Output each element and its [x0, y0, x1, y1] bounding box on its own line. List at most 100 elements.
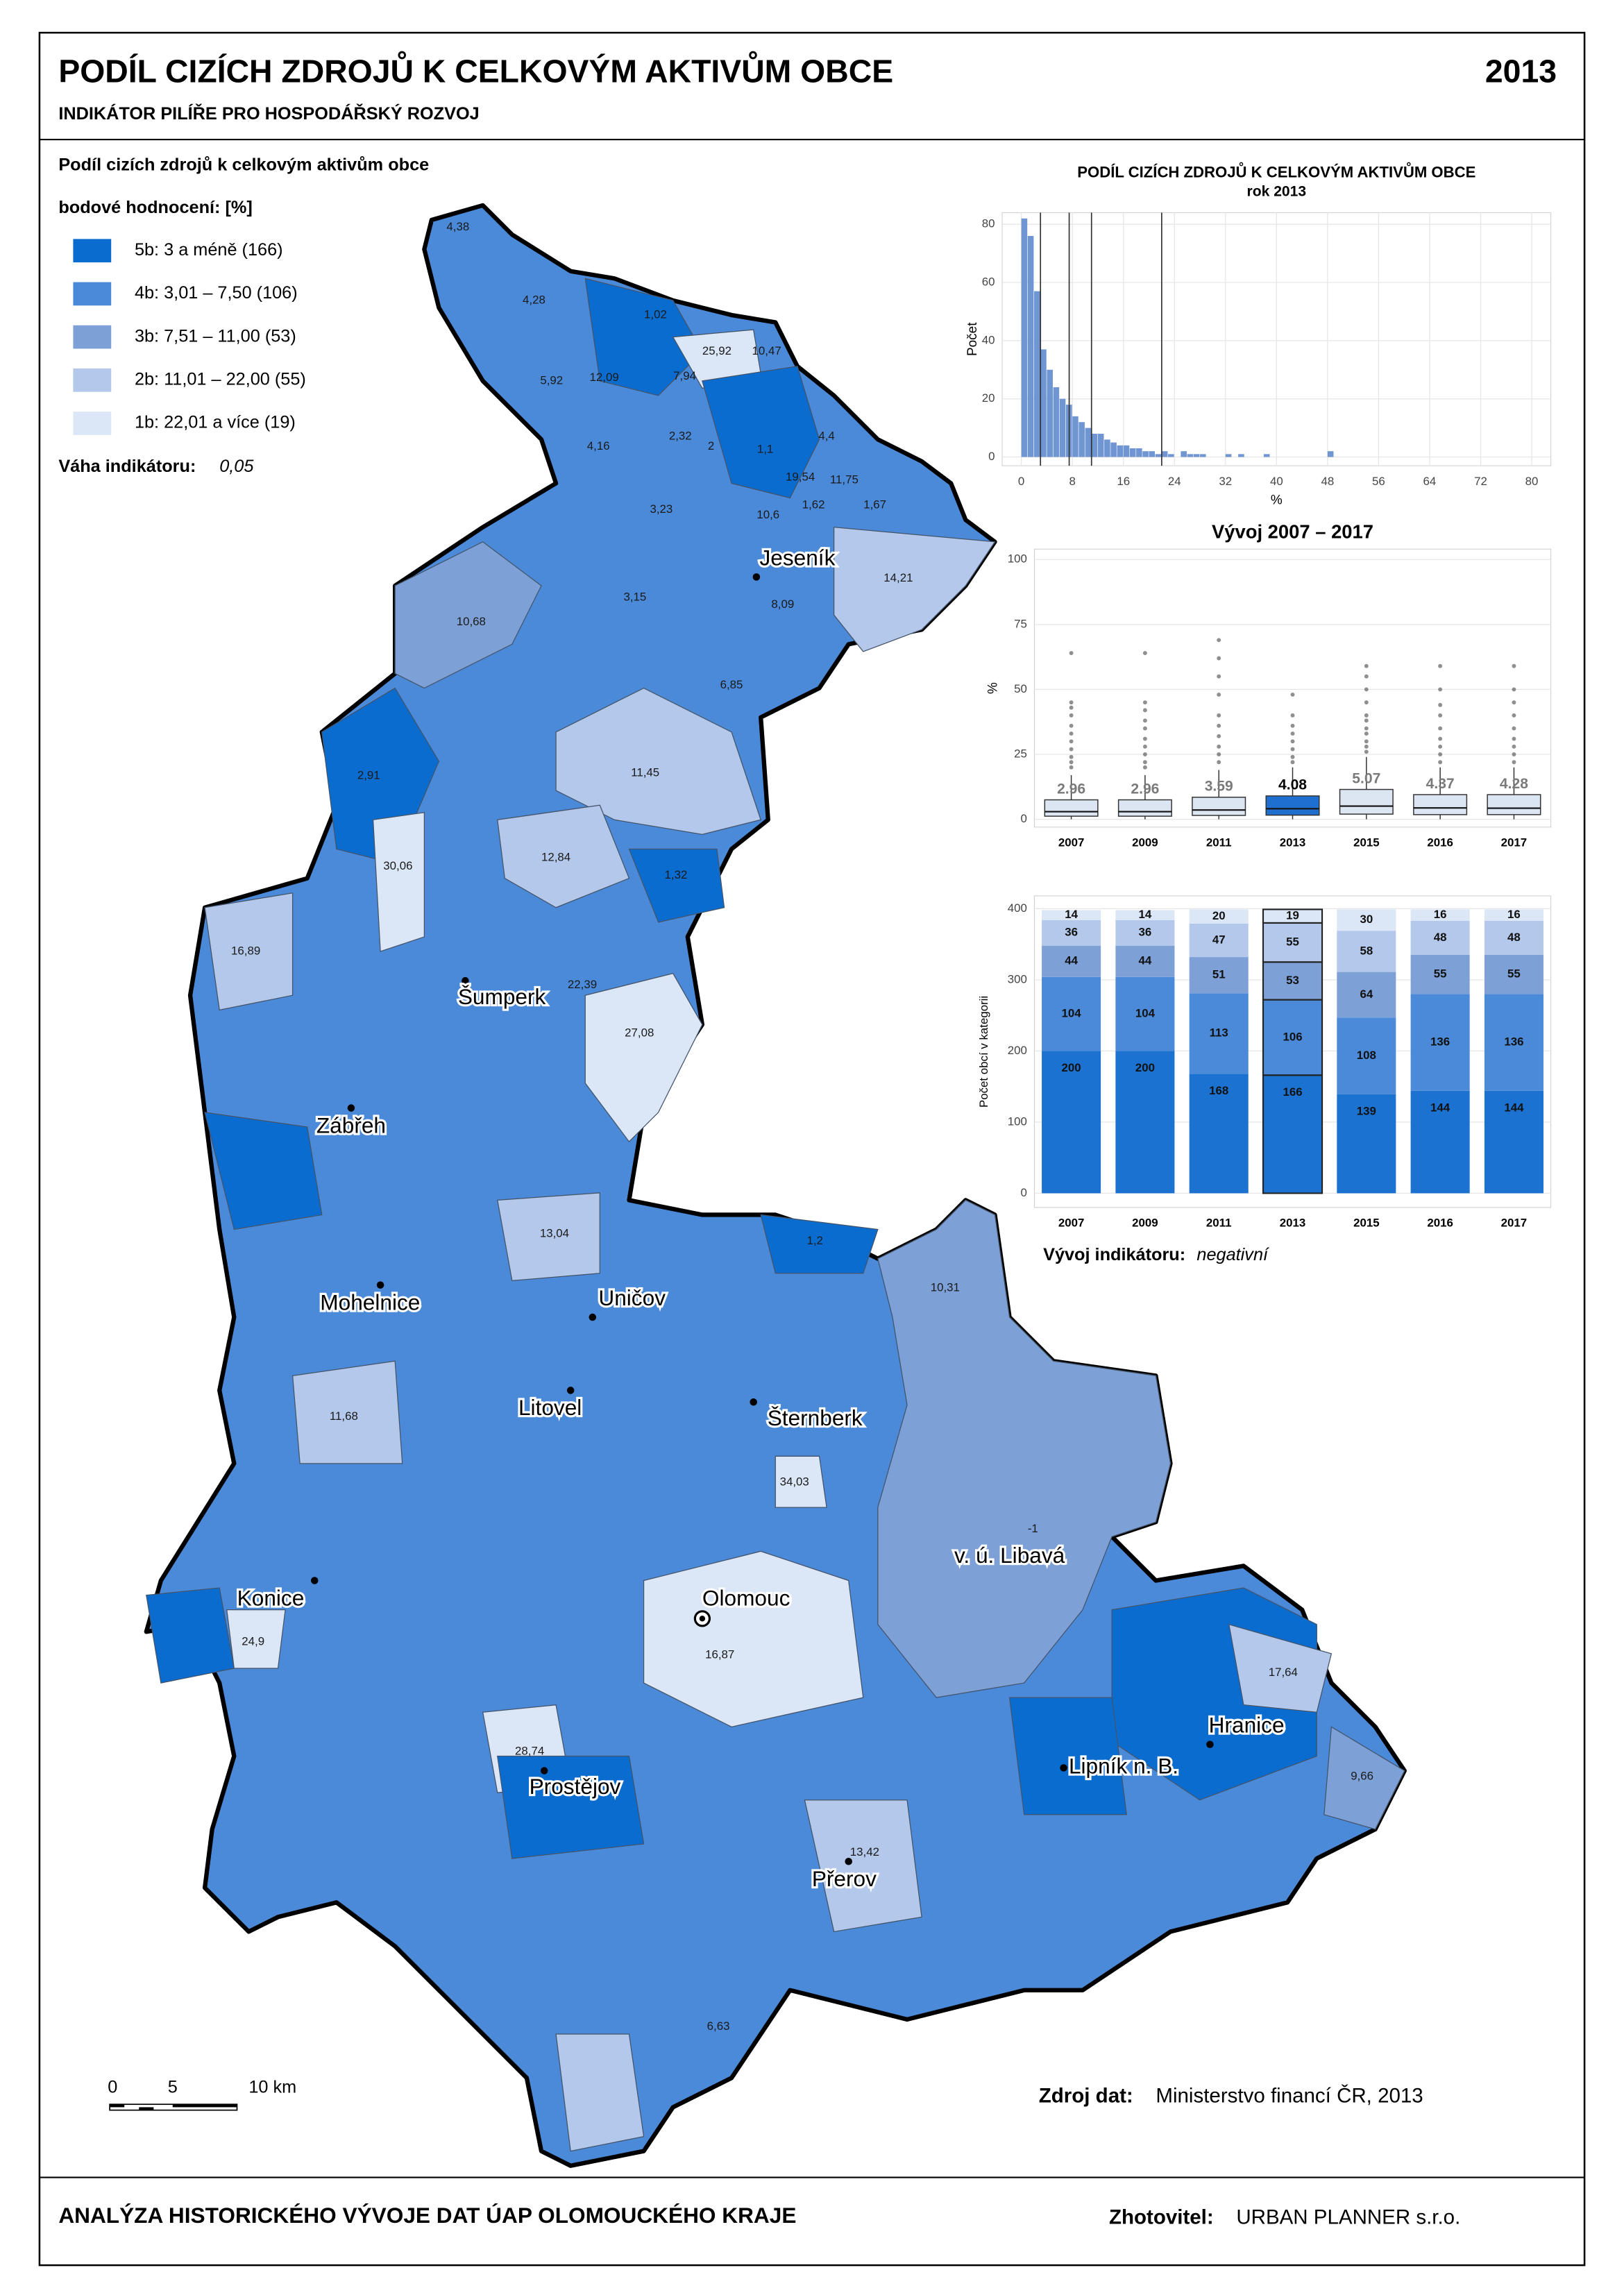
city-dot [347, 1104, 355, 1112]
x-tick-label: 64 [1423, 475, 1437, 488]
municipality-value: 11,68 [330, 1409, 358, 1423]
municipality-value: 17,64 [1269, 1666, 1298, 1679]
outlier [1217, 752, 1221, 756]
histogram-bar [1200, 454, 1206, 457]
city-dot [750, 1398, 757, 1406]
bar-value-label: 44 [1065, 954, 1078, 967]
outlier [1438, 736, 1443, 741]
box [1265, 795, 1320, 816]
bar-value-label: 14 [1065, 908, 1078, 921]
outlier [1290, 747, 1295, 752]
histogram-bar [1123, 445, 1130, 457]
title: PODÍL CIZÍCH ZDROJŮ K CELKOVÝM AKTIVŮM O… [58, 51, 893, 89]
city-label: Přerov [812, 1866, 877, 1891]
bar-value-label: 104 [1135, 1007, 1156, 1020]
municipality-value: 11,75 [830, 473, 858, 486]
x-tick-label: 16 [1117, 475, 1130, 488]
outlier [1069, 739, 1074, 744]
outlier [1438, 702, 1443, 707]
city-label: Prostějov [530, 1774, 621, 1799]
legend-swatch [73, 282, 112, 306]
outlier [1290, 692, 1295, 697]
area [497, 804, 630, 908]
cities: Jeseník Šumperk Zábřeh Mohelnice Uničov … [235, 543, 1287, 1893]
outlier [1438, 744, 1443, 749]
city-dot [1060, 1764, 1067, 1772]
bar-segment [1189, 909, 1249, 924]
outlier [1142, 736, 1147, 741]
outlier [1217, 692, 1221, 697]
municipality-value: 22,39 [568, 978, 597, 991]
histogram-bar [1263, 454, 1270, 457]
municipality-value: 5,92 [540, 373, 563, 387]
outlier [1142, 700, 1147, 705]
x-tick-label: 2007 [1058, 1217, 1085, 1230]
outlier [1512, 744, 1516, 749]
x-tick-label: 40 [1270, 475, 1283, 488]
histogram-bar [1040, 349, 1047, 457]
outlier [1069, 651, 1074, 655]
municipality-value: 2 [708, 439, 714, 452]
municipality-value: 1,02 [644, 307, 667, 321]
y-tick-label: 80 [982, 217, 995, 230]
city-dot [1206, 1741, 1214, 1748]
outlier [1438, 663, 1443, 668]
bar-segment [1115, 920, 1175, 946]
author: URBAN PLANNER s.r.o. [1236, 2205, 1460, 2228]
y-tick-label: 20 [982, 391, 995, 405]
bar-value-label: 16 [1507, 908, 1521, 921]
bar-value-label: 16 [1434, 908, 1447, 921]
outlier [1290, 723, 1295, 728]
area [833, 526, 996, 652]
city-label: Zábřeh [316, 1112, 386, 1137]
bar-value-label: 200 [1062, 1061, 1081, 1074]
municipality-value: 27,08 [625, 1026, 654, 1040]
bar-value-label: 30 [1360, 913, 1373, 926]
median-label: 2.96 [1131, 781, 1159, 797]
area [1008, 1697, 1127, 1815]
histogram-bar [1327, 451, 1334, 457]
bar-segment [1042, 920, 1101, 946]
x-axis-label: % [1271, 493, 1283, 508]
outlier [1364, 739, 1369, 744]
bar-segment [1042, 976, 1101, 1051]
municipality-value: 28,74 [515, 1745, 544, 1758]
outlier [1069, 765, 1074, 770]
y-tick-label: 300 [1008, 972, 1027, 985]
outlier [1069, 754, 1074, 759]
outlier [1290, 760, 1295, 765]
legend-label: 4b: 3,01 – 7,50 (106) [135, 283, 298, 303]
bar-segment [1410, 1090, 1470, 1194]
x-tick-label: 2013 [1280, 836, 1306, 849]
y-tick-label: 60 [982, 275, 995, 288]
y-tick-label: 100 [1008, 1115, 1027, 1128]
weight-value: 0,05 [219, 457, 254, 476]
city-dot [589, 1313, 597, 1321]
area [1228, 1623, 1333, 1713]
outlier [1290, 713, 1295, 718]
municipality-value: 9,66 [1351, 1769, 1373, 1782]
outlier [1142, 760, 1147, 765]
x-tick-label: 2007 [1058, 836, 1085, 849]
city-dot [699, 1616, 706, 1622]
outlier [1217, 744, 1221, 749]
bar-value-label: 106 [1283, 1030, 1302, 1043]
y-axis-label: % [986, 682, 1000, 694]
histogram-bar [1129, 448, 1136, 457]
map [144, 203, 1407, 2168]
municipality-value: 11,45 [631, 765, 659, 779]
outlier [1512, 760, 1516, 765]
bar-value-label: 48 [1507, 931, 1521, 944]
city-label: Hranice [1209, 1713, 1285, 1738]
footer-title: ANALÝZA HISTORICKÉHO VÝVOJE DAT ÚAP OLOM… [58, 2203, 796, 2228]
histogram-bar [1034, 291, 1040, 457]
y-tick-label: 40 [982, 333, 995, 346]
outlier [1438, 752, 1443, 756]
municipality-value: 1,62 [802, 498, 825, 511]
legend-subtitle: bodové hodnocení: [%] [58, 198, 252, 217]
city-dot [540, 1767, 548, 1775]
bar-segment [1410, 909, 1470, 921]
source-value: Ministerstvo financí ČR, 2013 [1156, 2083, 1423, 2107]
median-label: 4.37 [1426, 776, 1455, 792]
